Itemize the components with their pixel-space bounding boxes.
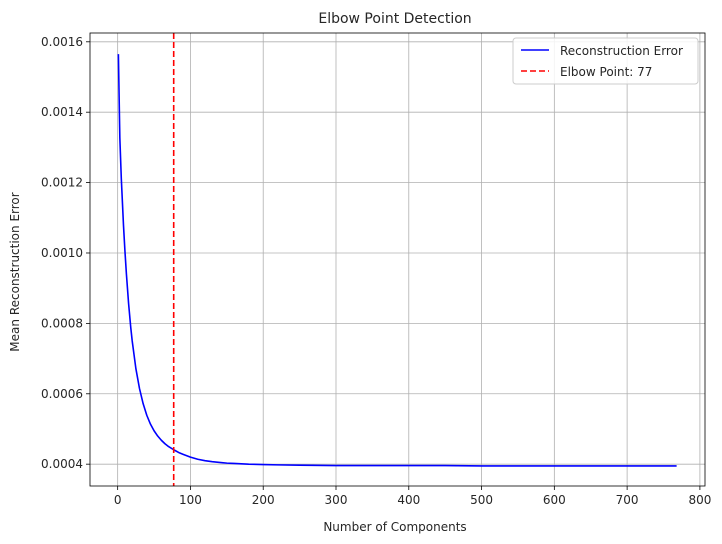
axes-frame — [89, 32, 706, 487]
x-tick-label: 100 — [179, 493, 202, 507]
y-tick-label: 0.0008 — [41, 316, 83, 330]
y-axis-ticks: 0.0004 0.0006 0.0008 0.0010 0.0012 0.0014 0.00… — [41, 35, 90, 471]
x-tick-label: 0 — [114, 493, 122, 507]
plot-area — [117, 33, 677, 486]
x-tick-label: 800 — [688, 493, 711, 507]
grid-lines — [90, 33, 705, 486]
plot-border — [89, 32, 706, 487]
legend-label-reconstruction-error: Reconstruction Error — [560, 44, 683, 58]
x-axis-label: Number of Components — [323, 520, 466, 534]
chart-title: Elbow Point Detection — [318, 11, 471, 27]
y-tick-label: 0.0016 — [41, 35, 83, 49]
legend-box — [512, 37, 699, 85]
x-tick-label: 400 — [397, 493, 420, 507]
x-axis-ticks: 0 100 200 300 400 500 600 700 800 — [114, 486, 711, 507]
x-tick-label: 500 — [470, 493, 493, 507]
y-tick-label: 0.0012 — [41, 176, 83, 190]
y-axis-label: Mean Reconstruction Error — [8, 192, 22, 351]
x-tick-label: 700 — [616, 493, 639, 507]
y-tick-label: 0.0010 — [41, 246, 83, 260]
reconstruction-error-line — [117, 54, 677, 467]
y-tick-label: 0.0014 — [41, 105, 83, 119]
y-tick-label: 0.0004 — [41, 457, 83, 471]
legend: Reconstruction Error Elbow Point: 77 — [512, 37, 699, 85]
y-tick-label: 0.0006 — [41, 387, 83, 401]
legend-label-elbow-point: Elbow Point: 77 — [560, 65, 652, 79]
x-tick-label: 200 — [252, 493, 275, 507]
x-tick-label: 300 — [325, 493, 348, 507]
x-tick-label: 600 — [543, 493, 566, 507]
